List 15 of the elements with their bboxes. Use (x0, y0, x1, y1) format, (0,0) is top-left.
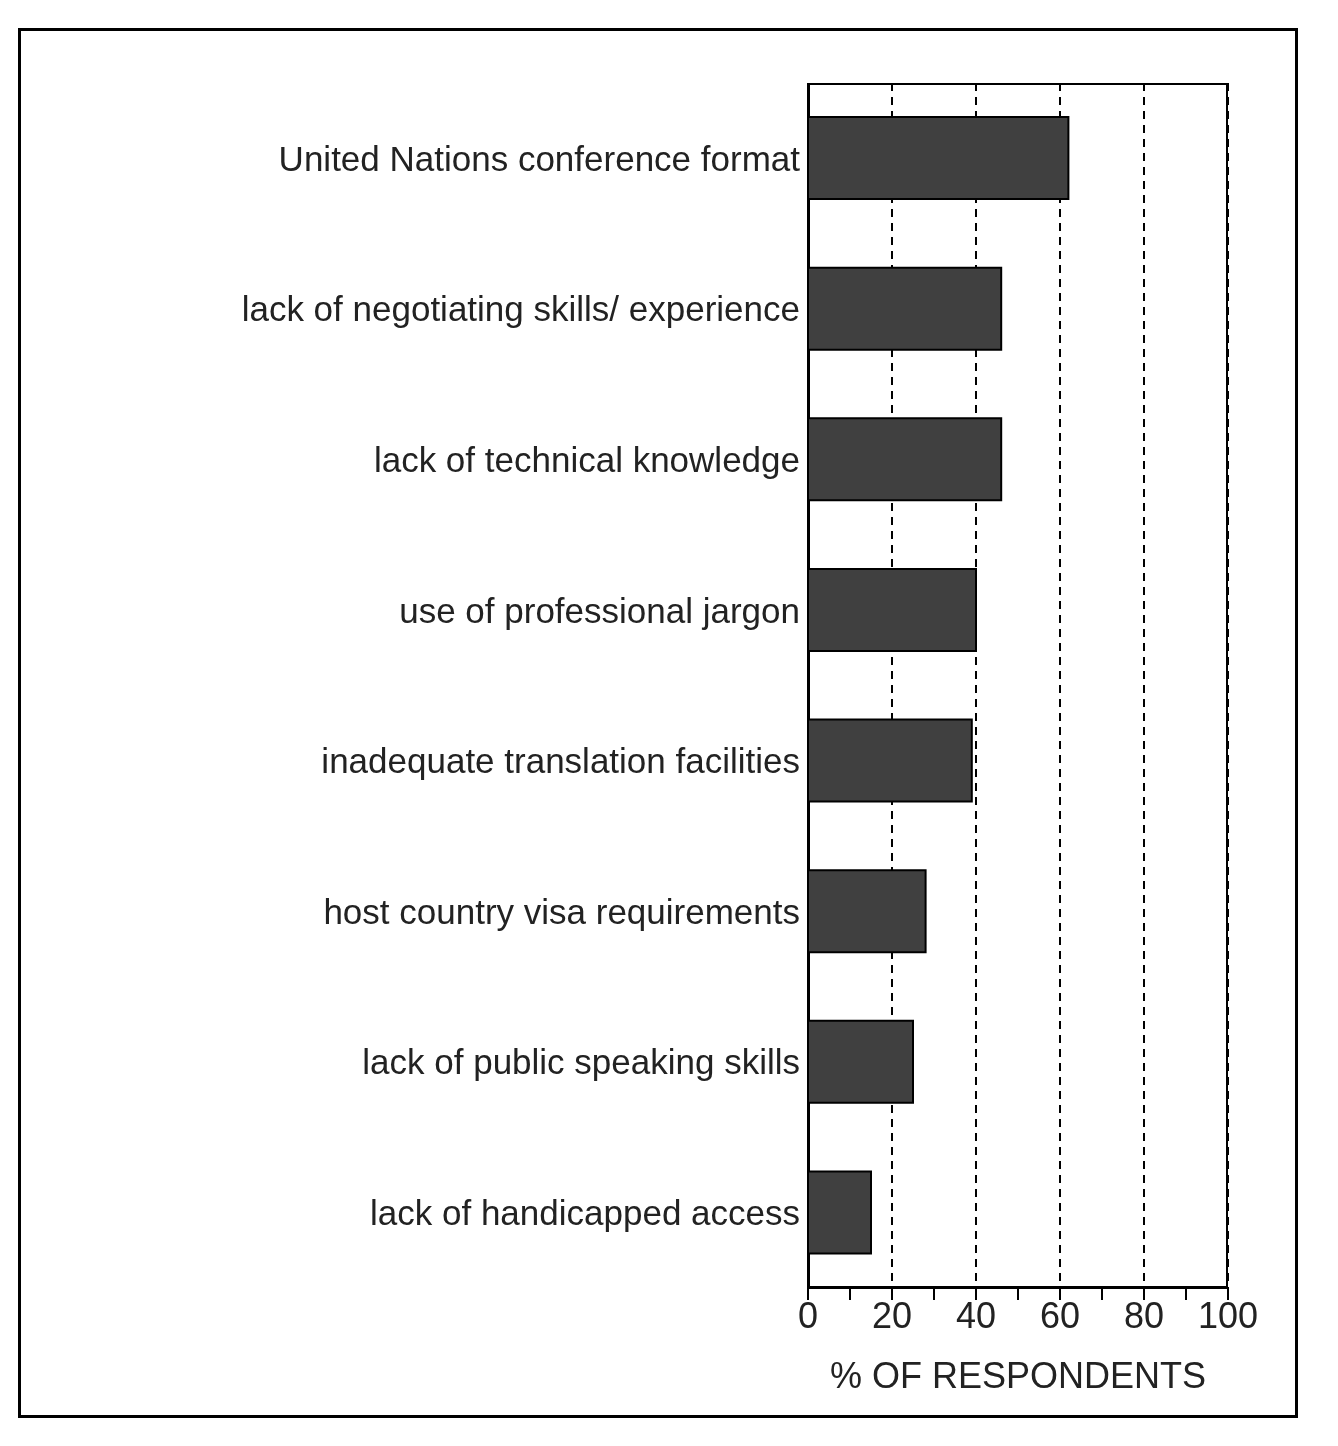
x-tick-label: 80 (1123, 1294, 1165, 1336)
y-tick-label: use of professional jargon (399, 590, 800, 630)
y-tick-label: lack of technical knowledge (373, 439, 800, 479)
x-tick-label: 60 (1039, 1294, 1081, 1336)
x-tick-label: 0 (797, 1294, 819, 1336)
y-tick-label: lack of negotiating skills/ experience (241, 289, 800, 329)
x-tick-label: 100 (1197, 1294, 1259, 1336)
x-axis-title: % OF RESPONDENTS (829, 1355, 1207, 1396)
x-tick-label: 20 (871, 1294, 913, 1336)
y-tick-label: lack of public speaking skills (362, 1042, 800, 1082)
x-tick-label: 40 (955, 1294, 997, 1336)
y-tick-label: host country visa requirements (323, 891, 800, 931)
y-tick-label: United Nations conference format (278, 138, 801, 178)
y-tick-label: inadequate translation facilities (321, 741, 800, 781)
y-tick-label: lack of handicapped access (370, 1193, 800, 1233)
